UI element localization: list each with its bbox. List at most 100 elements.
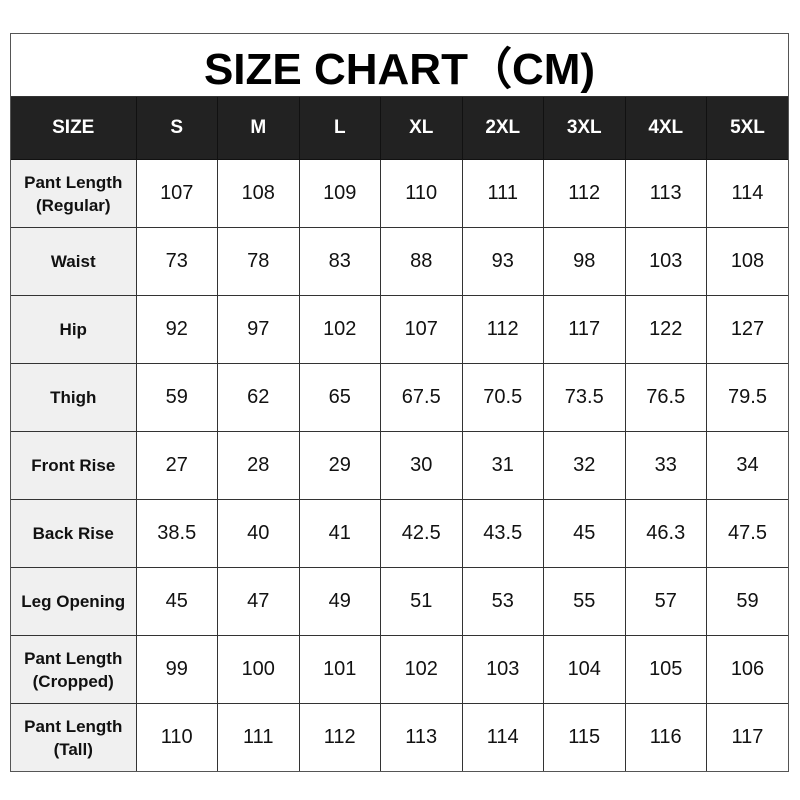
table-cell: 47.5 (706, 499, 788, 568)
size-chart: SIZE CHART（CM) SIZE S M L XL 2XL 3XL 4XL 5XL Pan… (10, 33, 789, 772)
header-row: SIZE S M L XL 2XL 3XL 4XL 5XL (11, 97, 788, 160)
table-cell: 31 (461, 431, 544, 500)
row-label: Pant Length (Cropped) (11, 635, 137, 704)
table-cell: 97 (217, 295, 300, 364)
table-cell: 34 (706, 431, 788, 500)
row-label-line: Back Rise (32, 524, 114, 543)
table-cell: 113 (624, 159, 707, 228)
table-cell: 53 (461, 567, 544, 636)
table-cell: 70.5 (461, 363, 544, 432)
table-cell: 40 (217, 499, 300, 568)
table-cell: 104 (543, 635, 626, 704)
table-cell: 38.5 (135, 499, 218, 568)
table-cell: 127 (706, 295, 788, 364)
table-cell: 110 (135, 703, 218, 771)
header-size-5xl: 5XL (706, 97, 788, 160)
table-row: Pant Length (Cropped) 99 100 101 102 103 104 105… (11, 635, 788, 704)
table-row: Waist 73 78 83 88 93 98 103 108 (11, 227, 788, 296)
row-label-line: Hip (59, 320, 87, 339)
table-cell: 108 (706, 227, 788, 296)
header-size-m: M (217, 97, 300, 160)
table-cell: 59 (135, 363, 218, 432)
table-cell: 103 (461, 635, 544, 704)
table-cell: 33 (624, 431, 707, 500)
table-cell: 113 (380, 703, 463, 771)
table-cell: 112 (461, 295, 544, 364)
table-cell: 49 (298, 567, 381, 636)
row-label-line: Pant Length (24, 172, 123, 192)
header-size-s: S (135, 97, 218, 160)
table-cell: 114 (461, 703, 544, 771)
table-cell: 43.5 (461, 499, 544, 568)
row-label-line: (Tall) (53, 739, 93, 759)
header-size-l: L (298, 97, 381, 160)
table-cell: 73.5 (543, 363, 626, 432)
row-label-line: (Cropped) (32, 671, 114, 691)
table-cell: 105 (624, 635, 707, 704)
table-cell: 76.5 (624, 363, 707, 432)
table-cell: 117 (543, 295, 626, 364)
row-label-line: Front Rise (31, 456, 116, 475)
header-size-3xl: 3XL (543, 97, 626, 160)
table-cell: 92 (135, 295, 218, 364)
header-size-4xl: 4XL (624, 97, 707, 160)
table-cell: 65 (298, 363, 381, 432)
table-cell: 98 (543, 227, 626, 296)
table-cell: 108 (217, 159, 300, 228)
table-cell: 111 (217, 703, 300, 771)
table-row: Back Rise 38.5 40 41 42.5 43.5 45 46.3 47.5 (11, 499, 788, 568)
header-size-xl: XL (380, 97, 463, 160)
table-cell: 93 (461, 227, 544, 296)
table-cell: 99 (135, 635, 218, 704)
row-label: Waist (11, 227, 137, 296)
table-cell: 45 (543, 499, 626, 568)
table-cell: 117 (706, 703, 788, 771)
table-cell: 29 (298, 431, 381, 500)
table-cell: 88 (380, 227, 463, 296)
table-cell: 59 (706, 567, 788, 636)
table-cell: 57 (624, 567, 707, 636)
table-cell: 103 (624, 227, 707, 296)
table-cell: 62 (217, 363, 300, 432)
row-label: Back Rise (11, 499, 137, 568)
table-cell: 47 (217, 567, 300, 636)
row-label: Thigh (11, 363, 137, 432)
table-cell: 83 (298, 227, 381, 296)
row-label-line: Leg Opening (21, 592, 126, 611)
table-cell: 106 (706, 635, 788, 704)
table-cell: 67.5 (380, 363, 463, 432)
table-cell: 42.5 (380, 499, 463, 568)
header-size-label: SIZE (11, 97, 137, 160)
table-cell: 32 (543, 431, 626, 500)
table-cell: 112 (298, 703, 381, 771)
table-row: Hip 92 97 102 107 112 117 122 127 (11, 295, 788, 364)
table-row: Pant Length (Regular) 107 108 109 110 111 112 11… (11, 159, 788, 228)
table-cell: 27 (135, 431, 218, 500)
table-cell: 122 (624, 295, 707, 364)
table-cell: 41 (298, 499, 381, 568)
row-label: Front Rise (11, 431, 137, 500)
row-label-line: Pant Length (24, 716, 123, 736)
chart-title: SIZE CHART（CM) (11, 34, 788, 97)
table-row: Leg Opening 45 47 49 51 53 55 57 59 (11, 567, 788, 636)
table-row: Front Rise 27 28 29 30 31 32 33 34 (11, 431, 788, 500)
table-cell: 107 (380, 295, 463, 364)
table-cell: 115 (543, 703, 626, 771)
row-label: Leg Opening (11, 567, 137, 636)
table-cell: 28 (217, 431, 300, 500)
row-label-line: Pant Length (24, 648, 123, 668)
table-cell: 46.3 (624, 499, 707, 568)
table-cell: 73 (135, 227, 218, 296)
table-cell: 109 (298, 159, 381, 228)
table-cell: 114 (706, 159, 788, 228)
row-label: Pant Length (Regular) (11, 159, 137, 228)
table-cell: 102 (380, 635, 463, 704)
table-cell: 79.5 (706, 363, 788, 432)
table-row: Thigh 59 62 65 67.5 70.5 73.5 76.5 79.5 (11, 363, 788, 432)
table-cell: 78 (217, 227, 300, 296)
table-cell: 100 (217, 635, 300, 704)
row-label: Pant Length (Tall) (11, 703, 137, 771)
table-cell: 55 (543, 567, 626, 636)
table-cell: 30 (380, 431, 463, 500)
row-label: Hip (11, 295, 137, 364)
